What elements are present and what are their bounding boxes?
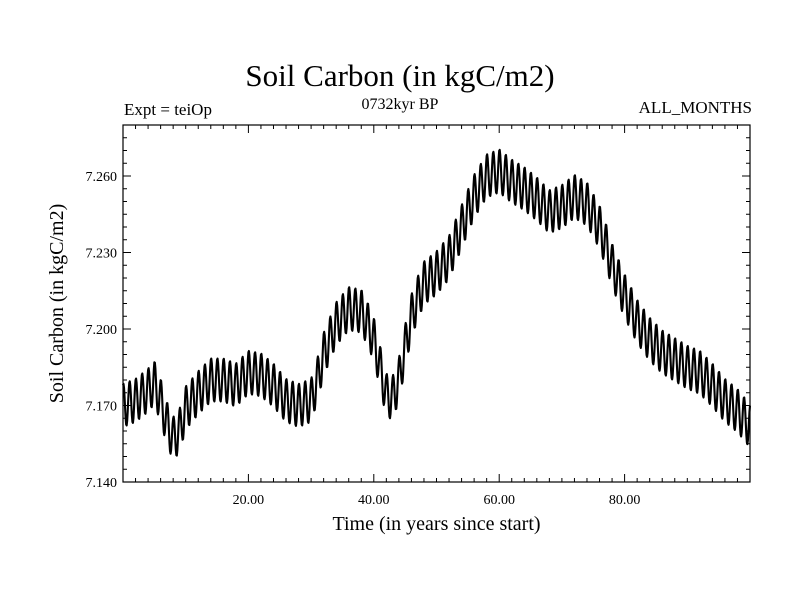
series-line-soil-carbon — [122, 148, 752, 457]
experiment-label: Expt = teiOp — [124, 100, 212, 119]
chart-title: Soil Carbon (in kgC/m2) — [245, 58, 555, 93]
x-tick-label: 20.00 — [233, 493, 265, 508]
axis-ticks — [123, 125, 750, 482]
x-tick-label: 80.00 — [609, 493, 641, 508]
period-label: 0732kyr BP — [361, 96, 439, 113]
y-axis-label: Soil Carbon (in kgC/m2) — [46, 204, 68, 403]
x-axis-label: Time (in years since start) — [332, 513, 540, 535]
y-tick-label: 7.200 — [86, 323, 118, 338]
x-tick-label: 60.00 — [483, 493, 515, 508]
months-label: ALL_MONTHS — [638, 98, 752, 117]
x-tick-label: 40.00 — [358, 493, 390, 508]
y-tick-label: 7.230 — [86, 247, 118, 262]
y-tick-label: 7.140 — [86, 476, 118, 491]
y-tick-label: 7.260 — [86, 170, 118, 185]
tick-labels: 20.00 40.00 60.00 80.00 7.140 7.170 7.200 7.230… — [86, 170, 641, 508]
y-tick-label: 7.170 — [86, 400, 118, 415]
plot-frame — [122, 124, 751, 483]
